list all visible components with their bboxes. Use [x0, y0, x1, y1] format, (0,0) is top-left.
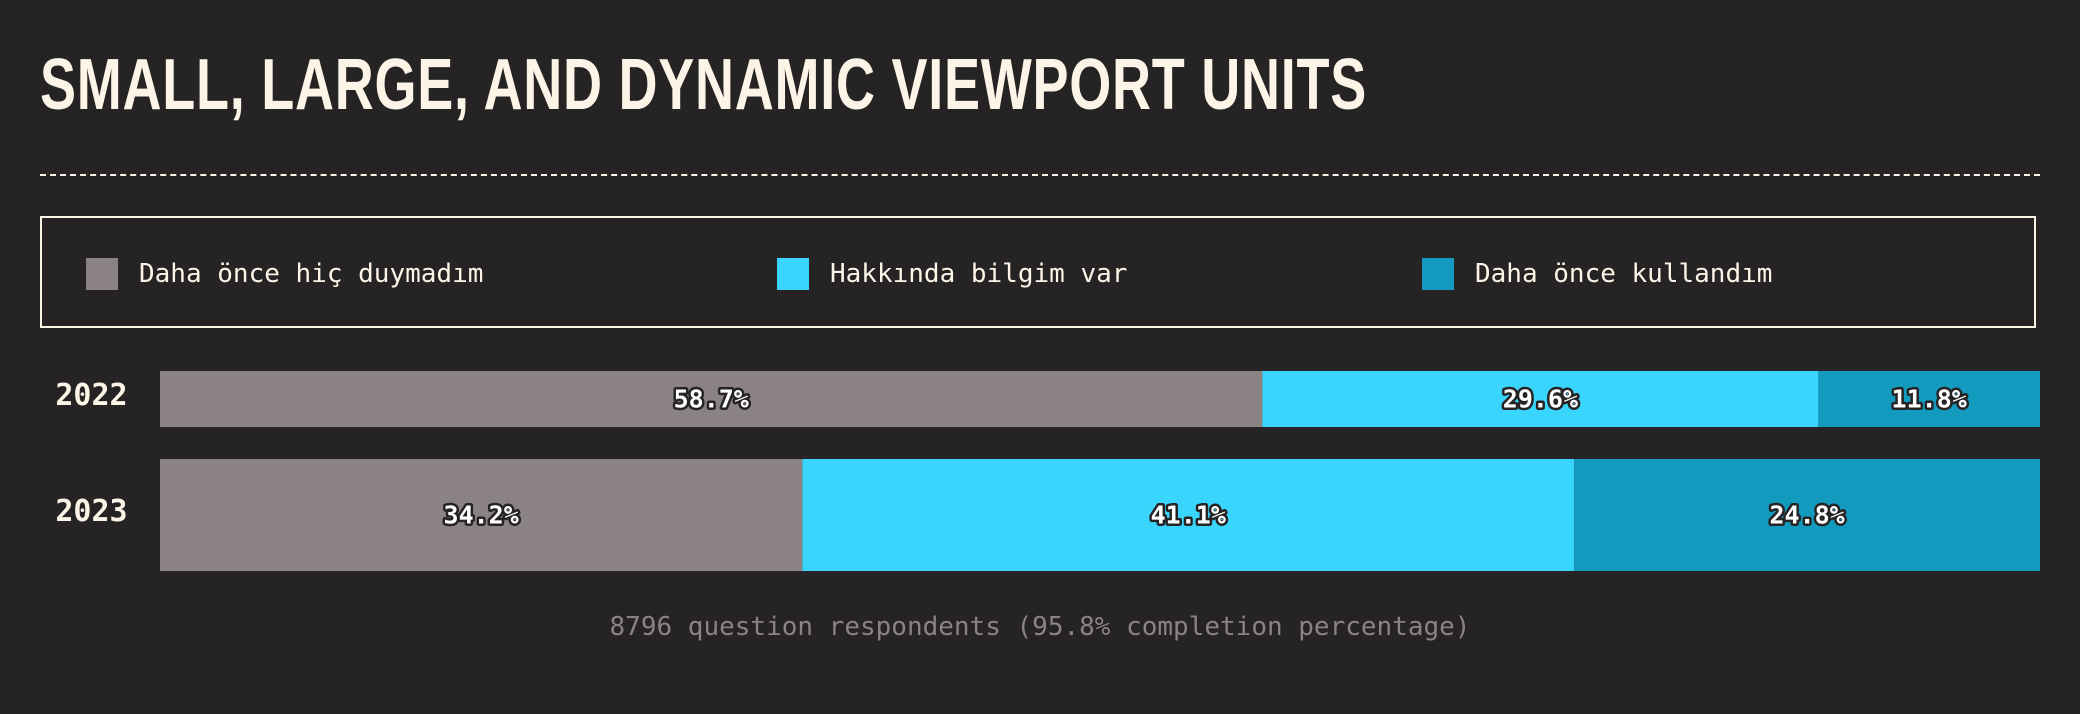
- legend-item-used[interactable]: Daha önce kullandım: [1422, 258, 1772, 290]
- year-label-2022: 2022: [55, 378, 128, 413]
- legend-swatch-know-about: [777, 258, 809, 290]
- bar-2023-never-heard[interactable]: [160, 459, 803, 571]
- title-divider: [40, 174, 2040, 176]
- bar-label-2023-used: 24.8%: [1769, 501, 1844, 530]
- bar-label-2022-used: 11.8%: [1892, 385, 1967, 414]
- legend-label-never-heard: Daha önce hiç duymadım: [139, 259, 484, 289]
- bar-2022-never-heard[interactable]: [160, 371, 1263, 427]
- legend-swatch-used: [1422, 258, 1454, 290]
- year-label-2023: 2023: [55, 494, 128, 529]
- legend-item-know-about[interactable]: Hakkında bilgim var: [777, 258, 1127, 290]
- bar-2023-used[interactable]: [1574, 459, 2040, 571]
- bar-2022-know-about[interactable]: [1262, 371, 1819, 427]
- chart-title: SMALL, LARGE, AND DYNAMIC VIEWPORT UNITS: [40, 45, 1367, 125]
- legend-item-never-heard[interactable]: Daha önce hiç duymadım: [86, 258, 483, 290]
- bar-label-2022-know-about: 29.6%: [1503, 385, 1578, 414]
- bar-label-2022-never-heard: 58.7%: [674, 385, 749, 414]
- legend-label-know-about: Hakkında bilgim var: [830, 259, 1128, 289]
- legend-swatch-never-heard: [86, 258, 118, 290]
- legend: Daha önce hiç duymadım Hakkında bilgim v…: [40, 216, 2036, 328]
- bar-2022-used[interactable]: [1818, 371, 2040, 427]
- bar-2023-know-about[interactable]: [802, 459, 1575, 571]
- bar-label-2023-know-about: 41.1%: [1151, 501, 1226, 530]
- legend-label-used: Daha önce kullandım: [1475, 259, 1773, 289]
- bar-label-2023-never-heard: 34.2%: [444, 501, 519, 530]
- respondents-footnote: 8796 question respondents (95.8% complet…: [609, 612, 1471, 642]
